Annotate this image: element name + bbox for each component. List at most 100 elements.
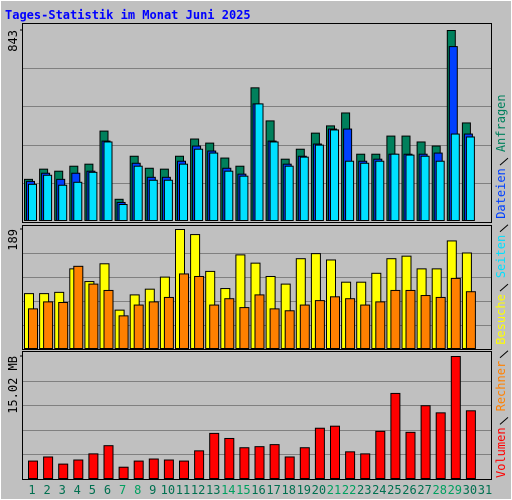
x-tick-label: 22 [342, 483, 356, 497]
legend-separator [499, 157, 509, 166]
legend-label: Dateien [494, 168, 508, 219]
bar [375, 160, 385, 221]
bar [420, 295, 431, 349]
bar [148, 301, 159, 349]
bar [28, 308, 38, 350]
x-tick-label: 26 [402, 483, 416, 497]
bar [360, 162, 370, 221]
bar [58, 184, 68, 222]
bar [269, 444, 280, 479]
legend-label: Rechner [494, 361, 508, 412]
bar [284, 456, 295, 480]
bar [43, 174, 53, 221]
bar [239, 175, 249, 222]
bar [194, 450, 205, 480]
bar [254, 103, 264, 221]
bar [103, 289, 114, 350]
x-tick-label: 20 [312, 483, 326, 497]
x-tick-label: 8 [134, 483, 141, 497]
x-tick-label: 15 [236, 483, 250, 497]
x-tick-label: 25 [387, 483, 401, 497]
bar [405, 289, 416, 350]
bar [58, 302, 69, 349]
y-tick-label: 15.02 MB [6, 356, 20, 414]
x-tick-label: 18 [281, 483, 295, 497]
legend-label: Volumen [494, 427, 508, 478]
bar [420, 155, 430, 221]
bar [209, 432, 220, 480]
bar [73, 265, 84, 350]
bar [435, 160, 445, 221]
bar [88, 283, 99, 350]
bar [390, 153, 400, 222]
bar [360, 453, 371, 479]
bar [239, 307, 250, 350]
bar [58, 463, 69, 479]
bar [88, 453, 99, 479]
legend-label: Besuche [494, 294, 508, 345]
bar [390, 392, 401, 480]
bar [345, 451, 356, 479]
bar [269, 141, 279, 221]
bar [390, 289, 401, 350]
bar [133, 304, 144, 349]
bar [194, 275, 205, 350]
bar [28, 460, 38, 479]
x-tick-label: 9 [149, 483, 156, 497]
x-tick-label: 1 [28, 483, 35, 497]
bar [375, 430, 386, 480]
bar [435, 296, 446, 349]
bar [345, 298, 356, 350]
x-tick-label: 29 [448, 483, 462, 497]
x-tick-label: 5 [89, 483, 96, 497]
bar [450, 133, 460, 222]
bar [450, 356, 461, 479]
bar [224, 437, 235, 480]
bar [28, 183, 37, 221]
bar [284, 165, 294, 222]
x-tick-label: 13 [206, 483, 220, 497]
bar [420, 405, 431, 479]
bar [133, 460, 144, 479]
bar [103, 445, 114, 480]
bar [163, 459, 174, 479]
bar [254, 446, 265, 479]
x-tick-label: 31 [478, 483, 492, 497]
x-tick-label: 16 [251, 483, 265, 497]
bar [224, 170, 234, 221]
bar [88, 171, 98, 221]
chart-title: Tages-Statistik im Monat Juni 2025 [5, 8, 251, 22]
x-tick-label: 23 [357, 483, 371, 497]
bar [118, 466, 129, 479]
bar [465, 136, 475, 221]
bar [360, 304, 371, 349]
bar [179, 460, 189, 479]
bar [269, 308, 280, 350]
legend-separator [499, 350, 509, 359]
bar [314, 427, 325, 480]
bar [209, 152, 219, 222]
legend-label: Anfragen [494, 94, 508, 152]
x-tick-label: 6 [104, 483, 111, 497]
bar [450, 277, 461, 349]
bar [179, 163, 188, 221]
x-tick-label: 27 [417, 483, 431, 497]
bar [299, 447, 310, 480]
x-tick-label: 19 [297, 483, 311, 497]
bar [405, 154, 415, 221]
x-tick-label: 12 [191, 483, 205, 497]
legend-separator [499, 417, 509, 425]
bar [330, 425, 340, 480]
legend-separator [499, 283, 509, 292]
x-tick-label: 21 [327, 483, 341, 497]
x-tick-label: 14 [221, 483, 235, 497]
bar [330, 129, 339, 222]
bar [330, 296, 340, 349]
bar [43, 456, 54, 480]
x-tick-label: 2 [43, 483, 50, 497]
x-tick-label: 17 [266, 483, 280, 497]
bar [179, 273, 189, 350]
x-tick-label: 4 [74, 483, 81, 497]
bar [254, 294, 265, 349]
